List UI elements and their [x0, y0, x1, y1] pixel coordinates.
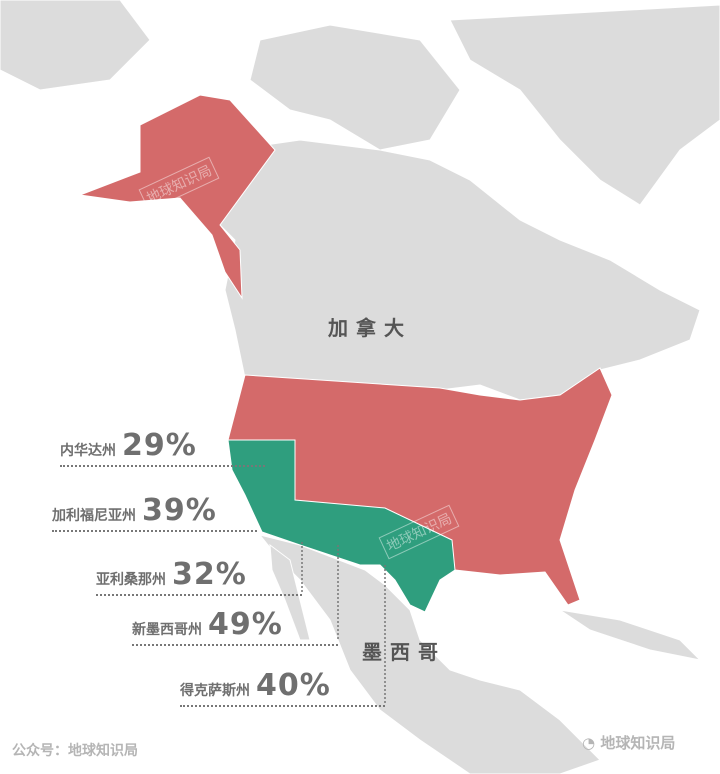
label-nevada: 内华达州 29%: [60, 428, 265, 467]
mexico: [258, 534, 601, 774]
baja: [269, 543, 311, 641]
wechat-icon: ◔: [582, 734, 601, 752]
label-california: 加利福尼亚州 39%: [52, 493, 257, 532]
arctic-islands: [249, 24, 461, 151]
alaska: [79, 94, 276, 300]
footer-brand: ◔ 地球知识局: [582, 734, 676, 752]
label-texas: 得克萨斯州 40%: [180, 668, 385, 707]
canada: [219, 139, 701, 401]
label-arizona: 亚利桑那州 32%: [96, 557, 302, 596]
caribbean: [559, 609, 702, 661]
label-canada: 加拿大: [328, 316, 412, 340]
label-mexico: 墨西哥: [362, 640, 446, 664]
greenland: [449, 4, 720, 206]
usa-highlighted-states: [227, 439, 456, 613]
footer-account: 公众号：地球知识局: [12, 743, 138, 759]
label-new-mexico: 新墨西哥州 49%: [132, 607, 338, 646]
west-asia-edge: [0, 0, 151, 91]
leader-lines: [301, 542, 386, 703]
